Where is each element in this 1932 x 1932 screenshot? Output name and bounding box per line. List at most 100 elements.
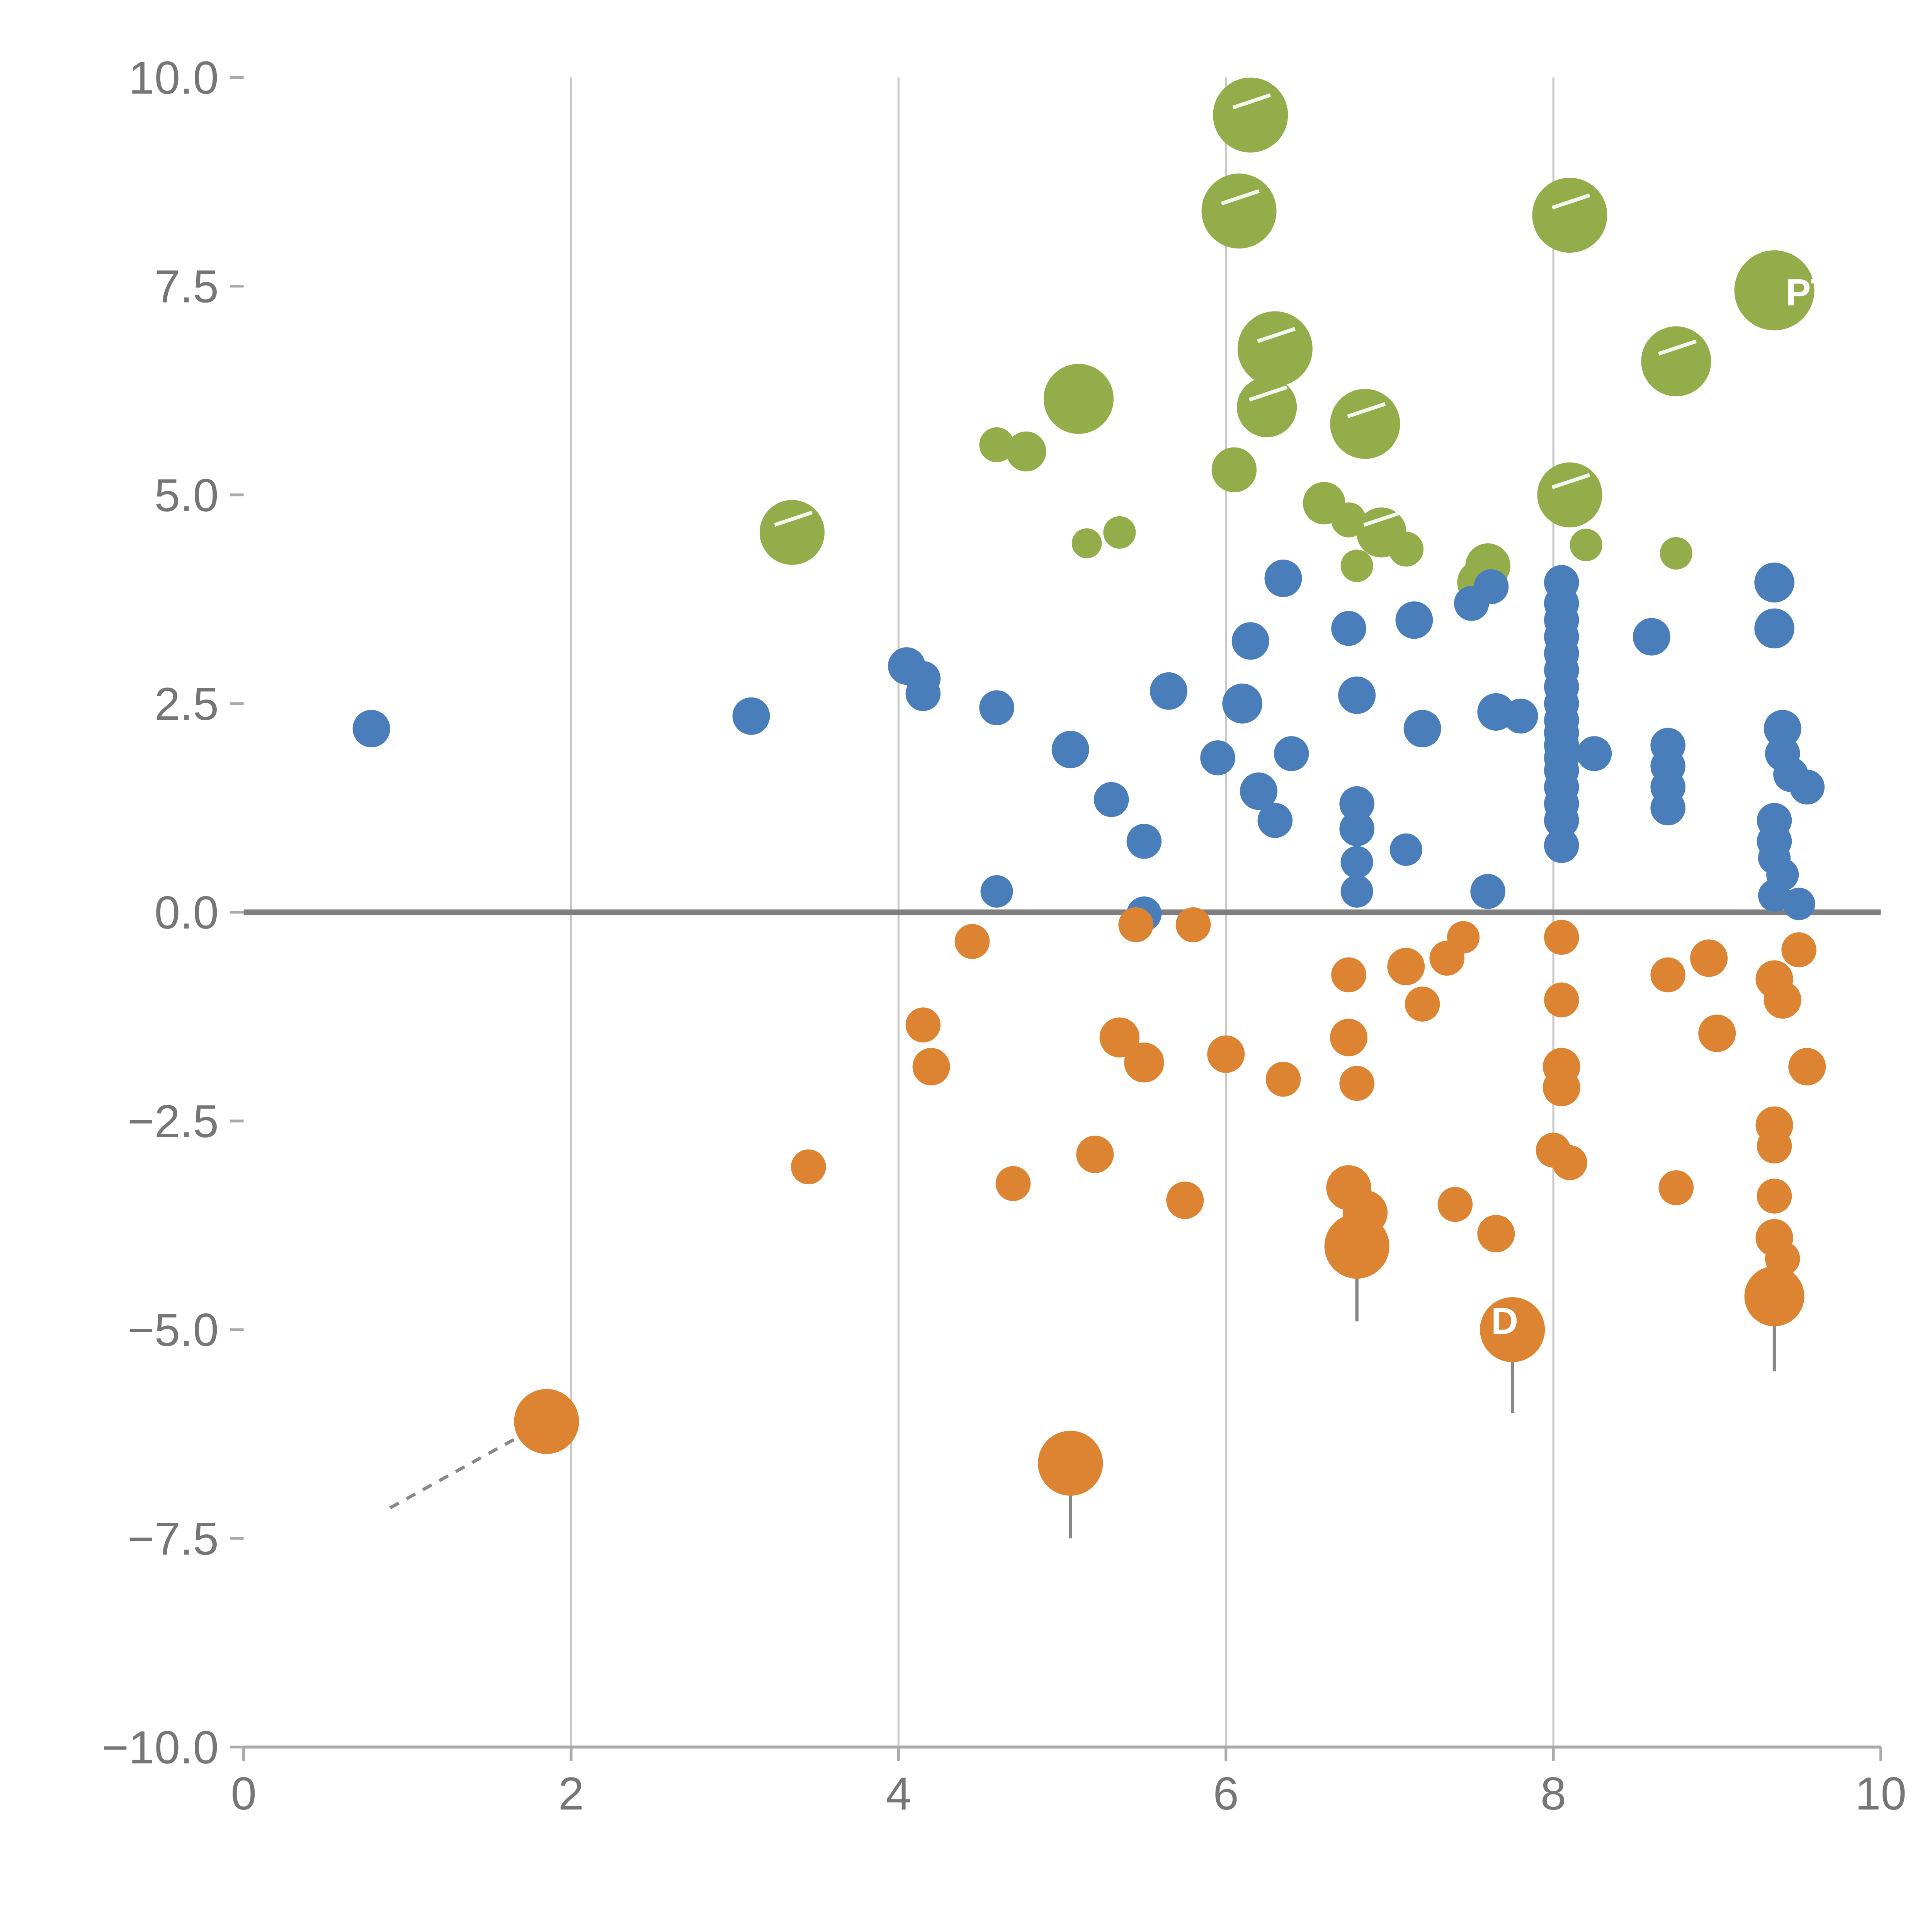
y-tick-label: 2.5: [155, 679, 219, 730]
data-point-blue: [1264, 560, 1302, 597]
data-point-blue: [1051, 731, 1089, 769]
data-point-green: [1641, 326, 1711, 396]
data-point-orange: [1265, 1061, 1301, 1097]
data-point-green: [1213, 77, 1288, 153]
data-point-green: [1211, 447, 1257, 493]
data-point-blue: [1633, 618, 1670, 656]
data-point-orange: [1339, 1066, 1374, 1101]
data-point-blue: [352, 710, 390, 748]
data-point-blue: [1339, 811, 1374, 847]
data-point-orange: [1099, 1017, 1140, 1058]
data-point-green: [1237, 377, 1297, 437]
data-point-blue: [1764, 710, 1801, 748]
x-tick-label: 0: [231, 1768, 257, 1820]
bubble-highlight: [1248, 385, 1287, 402]
data-point-green: [1734, 250, 1815, 330]
y-tick-label: 5.0: [155, 470, 219, 521]
data-point-blue: [1150, 672, 1187, 710]
data-point-orange: [1330, 1019, 1367, 1056]
data-point-green: [1532, 177, 1607, 253]
x-tick-label: 6: [1213, 1768, 1239, 1820]
data-point-orange: [1744, 1266, 1804, 1327]
data-point-orange: [1447, 921, 1480, 954]
data-point-orange: [954, 924, 990, 959]
data-point-orange: [1650, 957, 1685, 993]
data-point-blue: [1338, 676, 1376, 714]
data-point-blue: [1544, 828, 1579, 863]
bubble-highlight: [1221, 189, 1260, 206]
data-point-blue: [980, 875, 1013, 908]
data-point-blue: [1200, 740, 1235, 776]
y-tick-label: −5.0: [128, 1304, 219, 1356]
data-point-blue: [732, 697, 770, 735]
x-tick-label: 4: [886, 1768, 912, 1820]
data-point-blue: [1339, 786, 1374, 821]
bubble-highlight: [1347, 402, 1386, 418]
data-point-blue: [1389, 833, 1422, 866]
data-point-green: [1537, 462, 1602, 527]
data-point-orange: [1764, 981, 1801, 1019]
data-point-blue: [905, 676, 941, 711]
data-point-orange: [995, 1166, 1031, 1201]
data-point-blue: [1754, 608, 1794, 649]
data-point-blue: [979, 690, 1014, 725]
data-point-orange: [905, 1007, 941, 1043]
data-point-orange: [1477, 1215, 1515, 1253]
data-point-blue: [1331, 611, 1366, 646]
data-point-orange: [1324, 1214, 1389, 1279]
data-point-blue: [1126, 824, 1162, 859]
data-point-blue: [1789, 769, 1825, 805]
data-point-orange: [1757, 1179, 1792, 1214]
data-point-orange: [1387, 947, 1425, 985]
data-point-orange: [1658, 1170, 1694, 1206]
data-point-blue: [1577, 736, 1612, 771]
data-point-orange: [1166, 1181, 1204, 1219]
data-point-blue: [1544, 803, 1579, 838]
x-tick-label: 8: [1541, 1768, 1566, 1820]
data-point-green: [1570, 529, 1602, 561]
data-point-blue: [1340, 875, 1373, 908]
data-point-green: [1340, 549, 1373, 582]
annotations: PT D: [1491, 271, 1834, 1342]
data-point-orange: [1175, 907, 1211, 942]
data-point-blue: [1758, 879, 1791, 912]
data-point-blue: [1257, 803, 1293, 838]
data-point-orange: [1698, 1014, 1736, 1052]
data-point-orange: [514, 1389, 579, 1454]
data-point-blue: [1274, 736, 1309, 771]
y-tick-label: 7.5: [155, 261, 219, 313]
data-point-green: [1388, 531, 1424, 567]
axes: [230, 76, 1882, 1761]
y-tick-label: 10.0: [129, 53, 219, 104]
data-point-orange: [1552, 1145, 1587, 1180]
y-tick-label: 0.0: [155, 887, 219, 939]
data-point-orange: [1207, 1035, 1245, 1073]
data-point-green: [1237, 311, 1313, 386]
data-point-green: [1071, 528, 1102, 558]
bubble-highlight: [1658, 339, 1697, 356]
bubble-highlight: [1363, 510, 1402, 527]
data-point-orange: [1437, 1187, 1473, 1222]
data-point-green: [1006, 431, 1046, 472]
data-point-blue: [1240, 772, 1277, 810]
bubble-highlight: [1257, 327, 1296, 343]
data-point-orange: [1757, 1128, 1792, 1164]
data-point-green: [979, 427, 1014, 463]
bubble-highlight: [1232, 93, 1271, 109]
bubble-pin-line: [387, 1420, 548, 1511]
pin-lines: [387, 1246, 1776, 1539]
y-tick-label: −10.0: [102, 1722, 219, 1773]
data-point-orange: [1543, 1069, 1580, 1107]
data-point-green: [1043, 364, 1114, 434]
bubble-label: PT: [1786, 271, 1834, 313]
data-point-blue: [1094, 782, 1129, 817]
data-point-orange: [1690, 939, 1728, 977]
data-point-orange: [1124, 1043, 1164, 1083]
data-point-orange: [1118, 907, 1153, 942]
data-point-blue: [1782, 888, 1815, 920]
data-point-orange: [791, 1149, 826, 1185]
data-point-blue: [1470, 874, 1505, 909]
data-point-green: [1660, 537, 1692, 570]
